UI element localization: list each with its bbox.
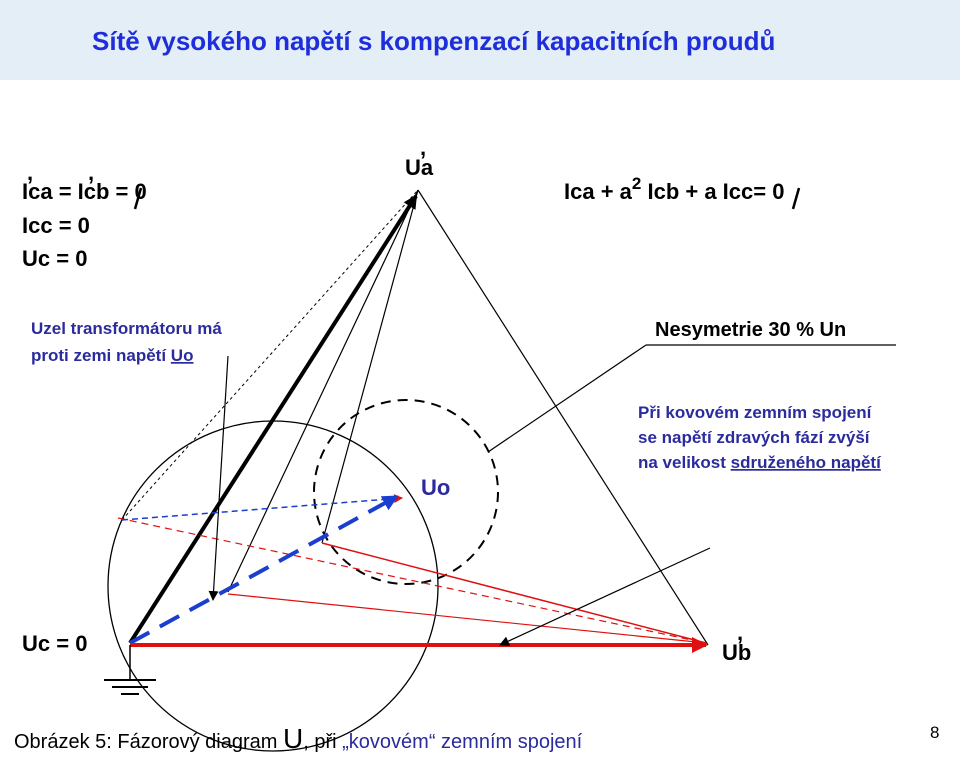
large-circle: [107, 420, 439, 752]
note-transformer-line2: proti zemi napětí Uo: [31, 346, 193, 365]
ground-icon: [104, 645, 156, 695]
phasor-ua: [128, 194, 418, 645]
prime-mark: ,: [27, 160, 33, 185]
equation-uc: Uc = 0: [22, 246, 87, 271]
page-title: Sítě vysokého napětí s kompenzací kapaci…: [92, 26, 776, 56]
slash-mark: [133, 187, 143, 210]
prime-mark: ,: [737, 620, 743, 645]
note-fault-line1: Při kovovém zemním spojení: [638, 403, 873, 422]
equation-icc: Icc = 0: [22, 213, 90, 238]
red-line-upper: [321, 542, 707, 644]
dotted-line-to-ua: [121, 189, 419, 521]
label-uc-bottom: Uc = 0: [22, 631, 87, 656]
slash-mark: [791, 187, 801, 210]
arrow-transformer-note: [208, 355, 229, 601]
blue-dashed-line: [121, 494, 403, 521]
arrow-fault-note: [499, 547, 711, 646]
label-ub: Ub: [722, 640, 751, 665]
red-line-lower: [227, 593, 707, 644]
note-fault-line2: se napětí zdravých fází zvýší: [638, 428, 871, 447]
prime-mark: ,: [420, 135, 426, 160]
figure-caption: Obrázek 5: Fázorový diagram U, při „kovo…: [14, 723, 583, 754]
prime-mark: ,: [88, 160, 94, 185]
small-dashed-circle: [313, 399, 499, 585]
phasor-uo: [129, 495, 399, 645]
equation-ica-icb: Ica = Icb = 0: [22, 179, 147, 204]
line-ua-to-b: [321, 189, 419, 544]
page-number: 8: [930, 723, 939, 742]
label-uo: Uo: [421, 475, 450, 500]
line-ua-to-a: [227, 189, 419, 593]
title-bar: [0, 0, 960, 80]
red-dashed-line: [117, 517, 707, 644]
nesymetrie-label: Nesymetrie 30 % Un: [655, 319, 846, 341]
label-ua: Ua: [405, 155, 434, 180]
line-ua-to-ub: [417, 189, 709, 646]
note-transformer-line1: Uzel transformátoru má: [31, 319, 222, 338]
equation-right: Ica + a2 Icb + a Icc= 0: [564, 174, 784, 204]
nesymetrie-pointer: [487, 344, 647, 453]
note-fault-line3: na velikost sdruženého napětí: [638, 453, 882, 472]
